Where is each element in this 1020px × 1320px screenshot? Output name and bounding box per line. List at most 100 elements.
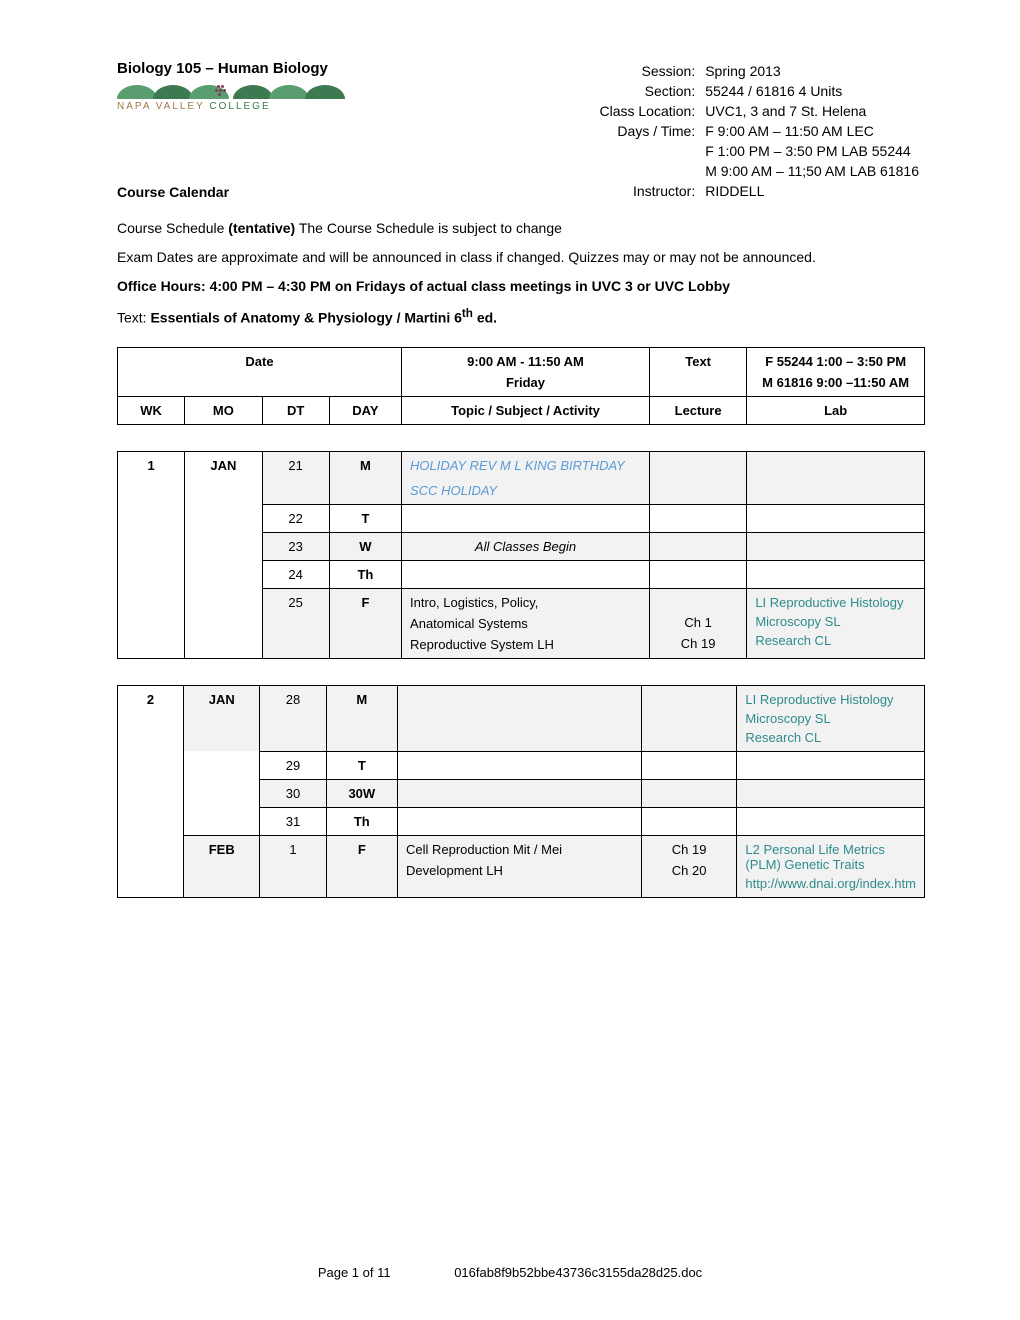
w2-r3-dt: 30: [260, 779, 326, 807]
footer: Page 1 of 11 016fab8f9b52bbe43736c3155da…: [0, 1265, 1020, 1280]
w2-r4-day: Th: [326, 807, 397, 835]
footer-file: 016fab8f9b52bbe43736c3155da28d25.doc: [454, 1265, 702, 1280]
w2-r1-dt: 28: [260, 685, 326, 751]
w1-r2-day: T: [329, 504, 401, 532]
schedule-note: The Course Schedule is subject to change: [295, 220, 562, 236]
w1-r1-lab: [747, 451, 925, 504]
th-mo: MO: [185, 396, 262, 424]
w1-r4-dt: 24: [262, 560, 329, 588]
textbook: Essentials of Anatomy & Physiology / Mar…: [150, 310, 461, 326]
th-date: Date: [118, 347, 402, 396]
w1-r4-text: [649, 560, 746, 588]
label-session: Session:: [596, 62, 700, 80]
w1-r5-dt: 25: [262, 588, 329, 658]
w1-r2-dt: 22: [262, 504, 329, 532]
w1-r3-topic: All Classes Begin: [402, 532, 650, 560]
w1-r3-day: W: [329, 532, 401, 560]
w2-r5-day: F: [326, 835, 397, 897]
th-wk: WK: [118, 396, 185, 424]
w2-r1-lab2: Microscopy SL: [745, 711, 916, 726]
w2-r2-text: [641, 751, 737, 779]
w2-wk: 2: [118, 685, 184, 897]
w1-r5-lab2: Microscopy SL: [755, 614, 916, 629]
tentative: (tentative): [228, 220, 295, 236]
value-session: Spring 2013: [701, 62, 923, 80]
w2-r3-lab: [737, 779, 925, 807]
footer-page: Page 1 of 11: [318, 1265, 391, 1280]
w1-r2-topic: [402, 504, 650, 532]
w2-r1-day: M: [326, 685, 397, 751]
schedule-label: Course Schedule: [117, 220, 228, 236]
text-label: Text:: [117, 310, 150, 326]
w1-r3-dt: 23: [262, 532, 329, 560]
th-day: DAY: [329, 396, 401, 424]
label-days-time: Days / Time:: [596, 122, 700, 140]
textbook-ed-sup: th: [462, 307, 473, 320]
w2-r2-dt: 29: [260, 751, 326, 779]
w2-r1-topic: [398, 685, 642, 751]
w1-r1-text: [649, 451, 746, 504]
w2-r4-dt: 31: [260, 807, 326, 835]
w2-r5-topic1: Cell Reproduction Mit / Mei: [406, 842, 633, 857]
textbook-ed: ed.: [473, 310, 497, 326]
w1-r5-topic2: Anatomical Systems: [410, 616, 641, 631]
w2-r3-text: [641, 779, 737, 807]
th-dt: DT: [262, 396, 329, 424]
w1-r5-topic3: Reproductive System LH: [410, 637, 641, 652]
w2-r5-text1: Ch 19: [650, 842, 729, 857]
intro-text: Course Schedule (tentative) The Course S…: [117, 218, 925, 329]
header-row: Biology 105 – Human Biology NAPA VALLEY …: [117, 60, 925, 202]
th-lab1: F 55244 1:00 – 3:50 PM: [755, 354, 916, 369]
th-topic: Topic / Subject / Activity: [402, 396, 650, 424]
w1-r5-text1: Ch 1: [658, 615, 738, 630]
w2-mo1: JAN: [184, 685, 260, 751]
w2-r5-dt: 1: [260, 835, 326, 897]
office-hours: Office Hours: 4:00 PM – 4:30 PM on Frida…: [117, 276, 925, 297]
value-section: 55244 / 61816 4 Units: [701, 82, 923, 100]
label-location: Class Location:: [596, 102, 700, 120]
week2-table: 2 JAN 28 M LI Reproductive Histology Mic…: [117, 685, 925, 898]
w1-r3-text: [649, 532, 746, 560]
w1-r5-text2: Ch 19: [658, 636, 738, 651]
label-instructor: Instructor:: [596, 182, 700, 200]
exam-note: Exam Dates are approximate and will be a…: [117, 247, 925, 268]
w2-r5-topic2: Development LH: [406, 863, 633, 878]
w2-mo-blank: [184, 751, 260, 835]
value-time2: F 1:00 PM – 3:50 PM LAB 55244: [701, 142, 923, 160]
value-instructor: RIDDELL: [701, 182, 923, 200]
w2-r4-lab: [737, 807, 925, 835]
w2-r2-topic: [398, 751, 642, 779]
header-left: Biology 105 – Human Biology NAPA VALLEY …: [117, 60, 417, 117]
course-title: Biology 105 – Human Biology: [117, 60, 417, 77]
w2-r5-text2: Ch 20: [650, 863, 729, 878]
w1-r1-dt: 21: [262, 451, 329, 504]
w2-r1-text: [641, 685, 737, 751]
w1-r5-topic1: Intro, Logistics, Policy,: [410, 595, 641, 610]
w1-r4-day: Th: [329, 560, 401, 588]
w1-r5-day: F: [329, 588, 401, 658]
w1-r3-lab: [747, 532, 925, 560]
label-section: Section:: [596, 82, 700, 100]
w2-r2-lab: [737, 751, 925, 779]
w1-mo: JAN: [185, 451, 262, 658]
w2-r1-lab1: LI Reproductive Histology: [745, 692, 916, 707]
logo-text-college: COLLEGE: [209, 101, 270, 112]
w1-wk: 1: [118, 451, 185, 658]
th-lab2: M 61816 9:00 –11:50 AM: [755, 375, 916, 390]
value-location: UVC1, 3 and 7 St. Helena: [701, 102, 923, 120]
w2-r3-topic: [398, 779, 642, 807]
w1-r5-lab1: LI Reproductive Histology: [755, 595, 916, 610]
week1-table: 1 JAN 21 M HOLIDAY REV M L KING BIRTHDAY…: [117, 451, 925, 659]
w1-r4-topic: [402, 560, 650, 588]
th-lecture: Lecture: [649, 396, 746, 424]
page: Biology 105 – Human Biology NAPA VALLEY …: [0, 0, 1020, 1320]
course-info-table: Session: Spring 2013 Section: 55244 / 61…: [594, 60, 926, 202]
th-text: Text: [649, 347, 746, 396]
w1-r4-lab: [747, 560, 925, 588]
w2-r4-text: [641, 807, 737, 835]
th-time: 9:00 AM - 11:50 AM: [410, 354, 641, 369]
w2-r5-lab1: L2 Personal Life Metrics (PLM) Genetic T…: [745, 842, 916, 872]
w2-r3-day: 30W: [326, 779, 397, 807]
w2-r5-lab2[interactable]: http://www.dnai.org/index.htm: [745, 876, 916, 891]
w2-r2-day: T: [326, 751, 397, 779]
